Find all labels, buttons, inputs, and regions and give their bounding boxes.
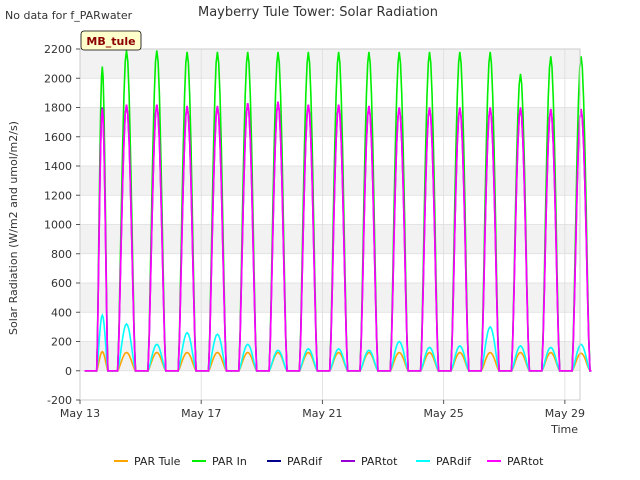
y-tick-label: 600 <box>51 277 72 290</box>
legend-swatch <box>487 460 501 462</box>
series-layer <box>84 50 592 372</box>
legend-item: PAR Tule <box>114 452 180 470</box>
y-tick-label: -200 <box>47 394 72 407</box>
legend-swatch <box>114 460 128 462</box>
y-axis-label: Solar Radiation (W/m2 and umol/m2/s) <box>7 121 20 335</box>
legend-label: PARdif <box>436 454 472 468</box>
site-badge-label: MB_tule <box>86 35 135 48</box>
site-badge: MB_tule <box>80 30 142 51</box>
grid-bands <box>80 49 580 371</box>
legend-item: PARdif <box>416 452 471 470</box>
legend-item: PAR In <box>192 452 247 470</box>
x-tick-label: May 21 <box>302 407 342 420</box>
grid-band <box>80 49 580 79</box>
corner-note: No data for f_PARwater <box>5 9 133 22</box>
legend-label: PARtot <box>361 454 398 468</box>
grid-band <box>80 283 580 313</box>
y-tick-label: 1600 <box>44 131 72 144</box>
y-tick-label: 2000 <box>44 72 72 85</box>
legend-swatch <box>341 460 355 462</box>
y-tick-label: 400 <box>51 306 72 319</box>
legend-label: PAR Tule <box>134 454 181 468</box>
y-tick-label: 2200 <box>44 43 72 56</box>
y-tick-label: 0 <box>65 365 72 378</box>
y-tick-label: 1000 <box>44 219 72 232</box>
grid-band <box>80 166 580 196</box>
legend-label: PARdif <box>287 454 323 468</box>
legend-swatch <box>416 460 430 462</box>
grid-band <box>80 107 580 137</box>
x-tick-label: May 25 <box>424 407 464 420</box>
y-tick-label: 800 <box>51 248 72 261</box>
legend-label: PAR In <box>212 454 247 468</box>
y-tick-label: 1400 <box>44 160 72 173</box>
legend-item: PARdif <box>267 452 322 470</box>
y-tick-label: 1800 <box>44 102 72 115</box>
legend: PAR Tule PAR In PARdif PARtot PARdif PARtot <box>0 452 640 470</box>
grid-band <box>80 224 580 254</box>
legend-item: PARtot <box>341 452 397 470</box>
x-axis-ticks: May 13 May 17 May 21 May 25 May 29 <box>60 400 585 420</box>
legend-item: PARtot <box>487 452 543 470</box>
legend-swatch <box>192 460 206 462</box>
x-tick-label: May 13 <box>60 407 100 420</box>
y-tick-label: 1200 <box>44 189 72 202</box>
chart-title: Mayberry Tule Tower: Solar Radiation <box>198 5 438 20</box>
y-axis-ticks: -200 0 200 400 600 800 1000 1200 1400 1600 1800 200… <box>44 43 80 407</box>
series-line-pardif <box>84 313 592 372</box>
x-tick-label: May 29 <box>545 407 585 420</box>
x-axis-label: Time <box>550 423 578 436</box>
series-line-partot <box>84 101 592 372</box>
legend-label: PARtot <box>507 454 544 468</box>
legend-swatch <box>267 460 281 462</box>
y-tick-label: 200 <box>51 336 72 349</box>
x-tick-label: May 17 <box>181 407 221 420</box>
